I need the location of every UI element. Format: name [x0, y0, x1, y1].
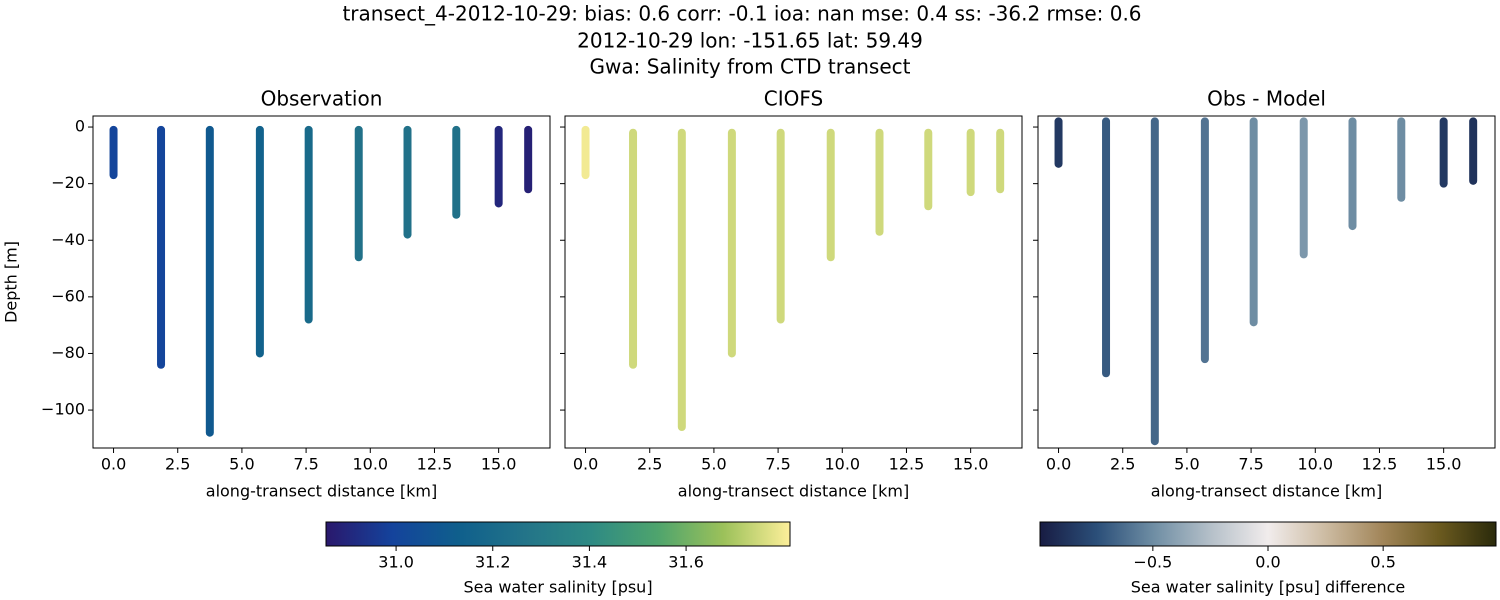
x-tick-label: 2.5	[165, 455, 190, 474]
x-axis-label: along-transect distance [km]	[206, 482, 437, 501]
panel-title: CIOFS	[764, 87, 823, 111]
colorbar-tick-label: −0.5	[1133, 553, 1172, 572]
x-tick-label: 0.0	[101, 455, 126, 474]
y-tick-label: −20	[51, 173, 85, 192]
panel-title: Observation	[261, 87, 383, 111]
x-tick-label: 10.0	[1297, 455, 1333, 474]
x-tick-label: 15.0	[1426, 455, 1462, 474]
suptitle: Gwa: Salinity from CTD transect	[590, 55, 911, 79]
y-tick-label: −40	[51, 230, 85, 249]
panel-title: Obs - Model	[1207, 87, 1326, 111]
x-tick-label: 2.5	[1110, 455, 1135, 474]
x-tick-label: 7.5	[1238, 455, 1263, 474]
colorbar-tick-label: 31.4	[572, 553, 608, 572]
x-tick-label: 7.5	[765, 455, 790, 474]
y-tick-label: −80	[51, 343, 85, 362]
x-tick-label: 5.0	[229, 455, 254, 474]
y-tick-label: −60	[51, 286, 85, 305]
suptitle: 2012-10-29 lon: -151.65 lat: 59.49	[577, 29, 923, 53]
y-tick-label: 0	[75, 117, 85, 136]
x-tick-label: 12.5	[417, 455, 453, 474]
colorbar	[325, 521, 791, 547]
colorbar-tick-label: 31.6	[668, 553, 704, 572]
x-axis-label: along-transect distance [km]	[678, 482, 909, 501]
colorbar-tick-label: 0.0	[1255, 553, 1280, 572]
axes-frame	[564, 115, 1023, 449]
x-tick-label: 15.0	[481, 455, 517, 474]
x-tick-label: 10.0	[824, 455, 860, 474]
colorbar-label: Sea water salinity [psu]	[463, 578, 652, 597]
colorbar-tick-label: 31.2	[475, 553, 511, 572]
axes-frame	[92, 115, 551, 449]
colorbar-tick-label: 31.0	[378, 553, 414, 572]
x-tick-label: 7.5	[293, 455, 318, 474]
axes-frame	[1037, 115, 1496, 449]
colorbar-tick-label: 0.5	[1370, 553, 1395, 572]
x-tick-label: 2.5	[637, 455, 662, 474]
x-tick-label: 15.0	[953, 455, 989, 474]
x-tick-label: 5.0	[701, 455, 726, 474]
y-axis-label: Depth [m]	[2, 241, 21, 323]
x-tick-label: 12.5	[1362, 455, 1398, 474]
x-tick-label: 12.5	[889, 455, 925, 474]
colorbar-label: Sea water salinity [psu] difference	[1131, 578, 1406, 597]
x-tick-label: 5.0	[1174, 455, 1199, 474]
colorbar	[1039, 521, 1497, 547]
x-tick-label: 10.0	[352, 455, 388, 474]
y-tick-label: −100	[41, 400, 85, 419]
x-axis-label: along-transect distance [km]	[1151, 482, 1382, 501]
suptitle: transect_4-2012-10-29: bias: 0.6 corr: -…	[342, 2, 1141, 26]
x-tick-label: 0.0	[573, 455, 598, 474]
x-tick-label: 0.0	[1046, 455, 1071, 474]
